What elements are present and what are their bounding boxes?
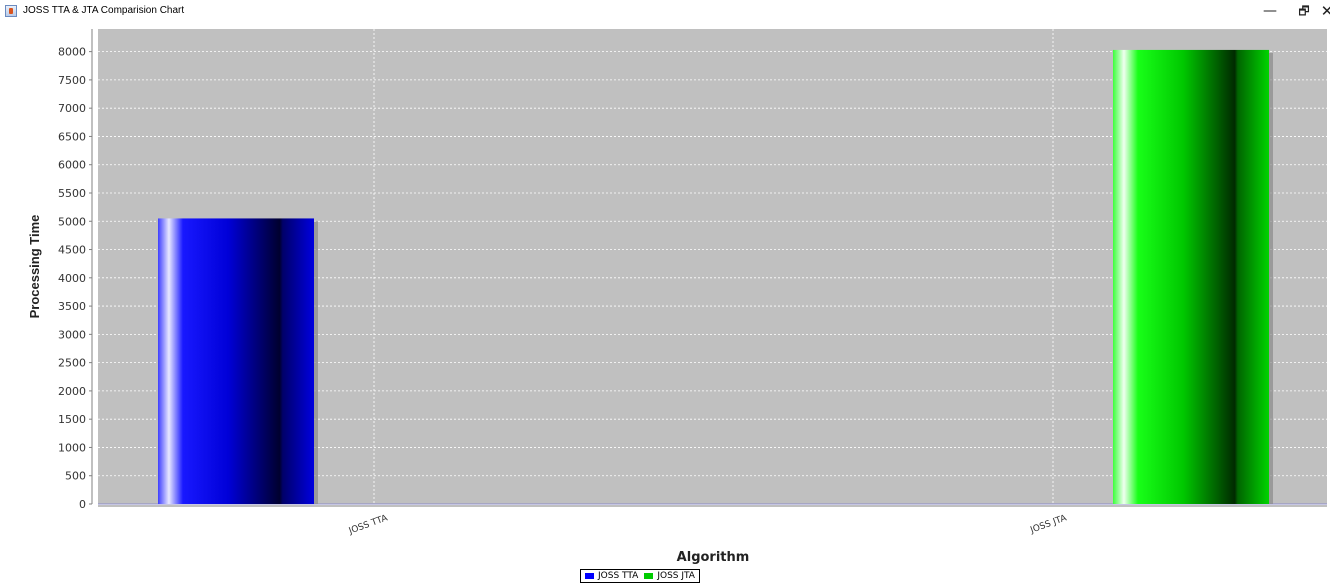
bar — [1113, 49, 1269, 505]
y-tick-label: 6000 — [58, 159, 86, 172]
y-tick-label: 0 — [79, 498, 86, 511]
y-axis-title: Processing Time — [27, 215, 42, 319]
y-tick-label: 2500 — [58, 357, 86, 370]
bar — [158, 218, 314, 505]
y-tick-label: 4000 — [58, 272, 86, 285]
y-tick-label: 4500 — [58, 244, 86, 257]
y-tick-label: 5000 — [58, 215, 86, 228]
close-button[interactable]: ✕ — [1320, 2, 1330, 20]
java-app-icon — [5, 5, 17, 17]
y-tick-label: 1000 — [58, 441, 86, 454]
window-title: JOSS TTA & JTA Comparision Chart — [23, 5, 185, 16]
y-tick-label: 7500 — [58, 74, 86, 87]
x-tick-label: JOSS JTA — [1028, 513, 1069, 536]
y-tick-label: 3500 — [58, 300, 86, 313]
y-tick-label: 1500 — [58, 413, 86, 426]
legend-swatch-jta — [644, 573, 654, 579]
legend-item-tta: JOSS TTA — [585, 571, 638, 581]
legend: JOSS TTA JOSS JTA — [580, 569, 700, 583]
y-tick-label: 2000 — [58, 385, 86, 398]
legend-label-jta: JOSS JTA — [657, 571, 695, 581]
window-titlebar[interactable]: JOSS TTA & JTA Comparision Chart — 🗗 ✕ — [0, 0, 1330, 24]
legend-swatch-tta — [585, 573, 594, 579]
y-tick-label: 5500 — [58, 187, 86, 200]
minimize-button[interactable]: — — [1263, 3, 1277, 19]
legend-item-jta: JOSS JTA — [644, 571, 695, 581]
restore-button[interactable]: 🗗 — [1298, 4, 1310, 18]
y-tick-label: 3000 — [58, 328, 86, 341]
x-tick-label: JOSS TTA — [347, 513, 390, 537]
legend-label-tta: JOSS TTA — [598, 571, 639, 581]
y-tick-label: 500 — [65, 470, 86, 483]
y-tick-label: 6500 — [58, 130, 86, 143]
y-tick-label: 8000 — [58, 46, 86, 59]
y-tick-label: 7000 — [58, 102, 86, 115]
x-axis-title: Algorithm — [677, 550, 750, 565]
